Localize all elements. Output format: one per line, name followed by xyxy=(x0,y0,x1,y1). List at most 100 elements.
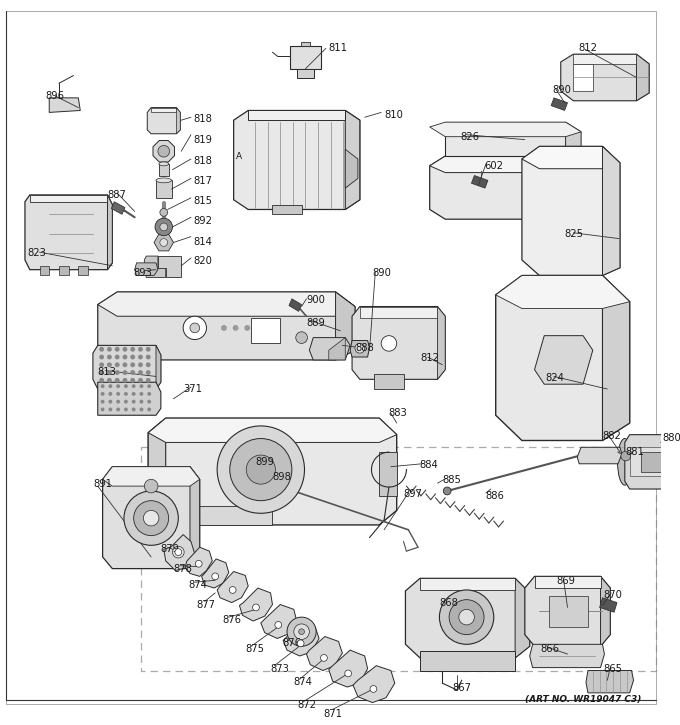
Polygon shape xyxy=(353,666,395,703)
Circle shape xyxy=(131,355,135,360)
Circle shape xyxy=(138,370,143,375)
Text: 870: 870 xyxy=(603,590,622,600)
Polygon shape xyxy=(153,141,175,162)
Text: 888: 888 xyxy=(355,344,374,353)
Circle shape xyxy=(439,590,494,645)
Circle shape xyxy=(124,392,128,396)
Polygon shape xyxy=(148,107,180,134)
Circle shape xyxy=(160,239,168,246)
Text: 814: 814 xyxy=(193,236,211,247)
Polygon shape xyxy=(430,122,581,137)
Circle shape xyxy=(148,384,151,388)
Text: 810: 810 xyxy=(384,110,403,120)
Text: 868: 868 xyxy=(439,597,458,608)
Text: 896: 896 xyxy=(46,91,65,101)
Circle shape xyxy=(107,362,112,367)
Polygon shape xyxy=(166,505,273,525)
Circle shape xyxy=(131,347,135,352)
Polygon shape xyxy=(515,579,530,658)
Polygon shape xyxy=(352,307,445,379)
Polygon shape xyxy=(239,588,273,621)
Polygon shape xyxy=(600,576,610,646)
Circle shape xyxy=(287,617,316,646)
Circle shape xyxy=(116,392,120,396)
Polygon shape xyxy=(577,447,622,464)
Polygon shape xyxy=(59,266,69,276)
Circle shape xyxy=(131,362,135,367)
Circle shape xyxy=(146,378,151,383)
Polygon shape xyxy=(566,122,581,166)
Circle shape xyxy=(115,362,120,367)
Circle shape xyxy=(449,600,484,634)
Polygon shape xyxy=(573,54,636,64)
Text: 811: 811 xyxy=(328,43,347,52)
Polygon shape xyxy=(420,579,515,590)
Polygon shape xyxy=(420,651,515,671)
Circle shape xyxy=(183,316,207,339)
Polygon shape xyxy=(636,54,649,101)
Polygon shape xyxy=(148,418,396,442)
Polygon shape xyxy=(625,435,675,489)
Text: 876: 876 xyxy=(282,639,301,648)
Circle shape xyxy=(124,384,128,388)
Polygon shape xyxy=(112,202,125,215)
Polygon shape xyxy=(154,234,173,251)
Text: (ART NO. WR19047 C3): (ART NO. WR19047 C3) xyxy=(525,695,641,704)
Circle shape xyxy=(155,218,173,236)
Text: 867: 867 xyxy=(452,683,471,693)
Text: 813: 813 xyxy=(98,367,117,377)
Circle shape xyxy=(173,546,184,558)
Circle shape xyxy=(122,362,127,367)
Polygon shape xyxy=(185,547,212,576)
Ellipse shape xyxy=(617,439,632,485)
Polygon shape xyxy=(135,263,158,276)
Circle shape xyxy=(138,378,143,383)
Circle shape xyxy=(160,223,168,231)
Polygon shape xyxy=(301,41,310,46)
Text: 882: 882 xyxy=(602,431,622,441)
Polygon shape xyxy=(151,107,176,112)
Circle shape xyxy=(233,325,239,331)
Circle shape xyxy=(299,629,305,634)
Polygon shape xyxy=(534,576,600,588)
Text: 883: 883 xyxy=(388,408,407,418)
Circle shape xyxy=(107,355,112,360)
Polygon shape xyxy=(430,156,581,219)
Polygon shape xyxy=(350,341,369,357)
Polygon shape xyxy=(602,276,630,441)
Circle shape xyxy=(148,399,151,404)
Circle shape xyxy=(101,399,105,404)
Circle shape xyxy=(221,325,227,331)
Polygon shape xyxy=(561,54,649,101)
Circle shape xyxy=(108,384,112,388)
Polygon shape xyxy=(549,596,588,627)
Polygon shape xyxy=(551,98,568,110)
Text: 884: 884 xyxy=(419,460,438,470)
Text: 898: 898 xyxy=(273,471,291,481)
Polygon shape xyxy=(345,149,358,188)
Text: 875: 875 xyxy=(245,645,265,655)
Circle shape xyxy=(246,455,275,484)
Circle shape xyxy=(294,624,309,639)
Text: 871: 871 xyxy=(323,709,342,719)
Circle shape xyxy=(99,370,104,375)
Polygon shape xyxy=(78,266,88,276)
Circle shape xyxy=(107,378,112,383)
Circle shape xyxy=(132,407,135,411)
Circle shape xyxy=(138,362,143,367)
Text: 818: 818 xyxy=(193,115,211,125)
Polygon shape xyxy=(573,64,593,91)
Text: 815: 815 xyxy=(193,196,212,206)
Circle shape xyxy=(132,392,135,396)
Circle shape xyxy=(160,209,168,216)
Circle shape xyxy=(124,407,128,411)
Circle shape xyxy=(244,325,250,331)
Polygon shape xyxy=(602,146,620,276)
Text: 819: 819 xyxy=(193,135,212,145)
Polygon shape xyxy=(437,307,445,379)
Circle shape xyxy=(115,378,120,383)
Circle shape xyxy=(108,407,112,411)
Circle shape xyxy=(115,370,120,375)
Circle shape xyxy=(107,347,112,352)
Polygon shape xyxy=(156,181,171,198)
